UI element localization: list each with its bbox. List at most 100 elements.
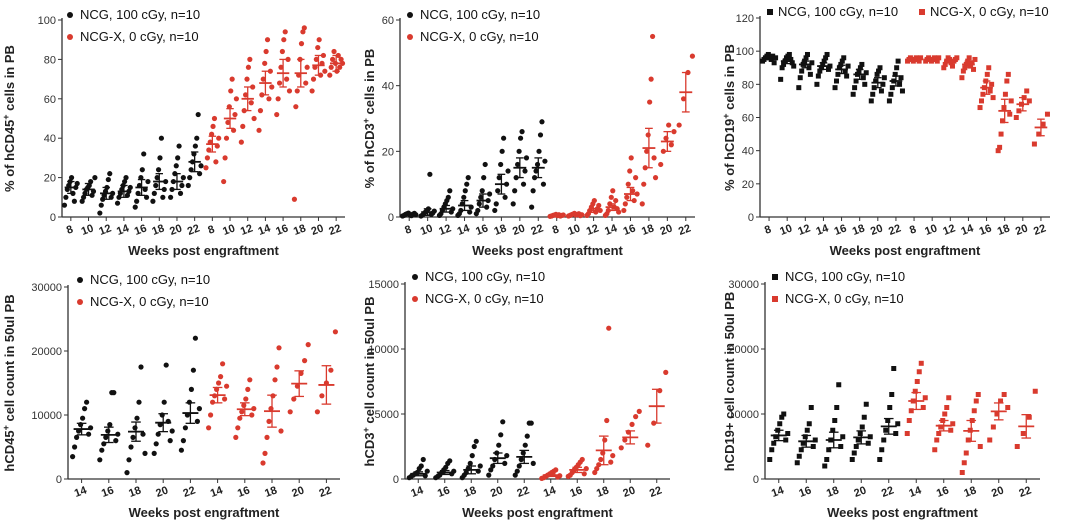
legend-label: NCG-X, 0 cGy, n=10 bbox=[425, 291, 544, 306]
data-point bbox=[223, 135, 230, 141]
data-point bbox=[257, 108, 264, 114]
legend-label: NCG-X, 0 cGy, n=10 bbox=[930, 4, 1049, 19]
data-point bbox=[260, 76, 266, 82]
data-point bbox=[276, 345, 282, 351]
y-axis-title-sup: + bbox=[361, 427, 371, 432]
data-point bbox=[949, 63, 955, 69]
data-point bbox=[206, 425, 212, 431]
data-point bbox=[222, 155, 228, 161]
data-point bbox=[169, 186, 175, 193]
x-tick-label: 18 bbox=[996, 222, 1012, 237]
data-point bbox=[821, 58, 827, 64]
data-point bbox=[161, 186, 167, 193]
data-point bbox=[157, 155, 163, 161]
data-point bbox=[293, 104, 299, 110]
data-point bbox=[274, 364, 280, 370]
data-point bbox=[516, 148, 522, 154]
x-tick-label: 16 bbox=[100, 484, 116, 499]
data-point bbox=[560, 212, 566, 218]
data-point bbox=[798, 447, 804, 453]
x-tick-label: 20 bbox=[154, 484, 170, 499]
data-point bbox=[971, 66, 977, 72]
x-tick-label: 16 bbox=[568, 484, 584, 499]
data-point bbox=[785, 431, 791, 436]
data-point bbox=[820, 61, 826, 67]
data-point bbox=[190, 367, 196, 373]
data-point bbox=[471, 443, 477, 450]
data-point bbox=[475, 207, 481, 214]
y-tick-label: 80 bbox=[742, 79, 754, 91]
data-point bbox=[228, 88, 234, 94]
y-axis-title-main: hCD19+ cell count in 50ul PB bbox=[722, 292, 737, 472]
data-point bbox=[863, 70, 869, 76]
data-point bbox=[891, 366, 897, 371]
data-point bbox=[488, 467, 494, 473]
y-tick-label: 0 bbox=[748, 212, 754, 224]
data-point bbox=[689, 53, 696, 59]
data-point bbox=[842, 68, 848, 74]
chart-hcd45-pct: 0 20 40 60 80 100 8 10 12 14 16 18 20 22 8 10 12 14 16 18 20… bbox=[0, 0, 360, 262]
data-point bbox=[272, 377, 278, 383]
data-point bbox=[807, 71, 813, 77]
data-point bbox=[80, 415, 86, 421]
data-point bbox=[139, 167, 145, 173]
data-point bbox=[663, 369, 669, 375]
data-point bbox=[942, 411, 948, 417]
data-point bbox=[639, 201, 645, 207]
data-point bbox=[322, 68, 328, 74]
data-point bbox=[124, 192, 131, 198]
x-tick-label: 22 bbox=[880, 484, 896, 499]
data-point bbox=[777, 421, 783, 427]
data-point bbox=[105, 176, 111, 183]
x-tick-label: 12 bbox=[97, 222, 113, 237]
data-point bbox=[514, 468, 520, 474]
data-point bbox=[850, 91, 856, 97]
x-tick-label: 8 bbox=[403, 223, 413, 236]
data-point bbox=[645, 442, 651, 448]
data-point bbox=[818, 65, 824, 71]
data-point bbox=[781, 411, 787, 417]
data-point bbox=[517, 135, 524, 141]
data-point bbox=[275, 96, 281, 102]
data-point bbox=[512, 472, 518, 478]
data-point bbox=[486, 472, 492, 478]
data-point bbox=[826, 447, 832, 453]
data-point bbox=[608, 459, 614, 465]
data-point bbox=[242, 92, 249, 98]
data-point bbox=[961, 460, 967, 466]
data-point bbox=[424, 468, 430, 474]
x-tick-label: 22 bbox=[327, 222, 343, 237]
data-point bbox=[812, 437, 818, 443]
data-point bbox=[176, 143, 182, 149]
y-tick-label: 20000 bbox=[31, 346, 62, 358]
data-point bbox=[799, 68, 805, 74]
data-point bbox=[863, 401, 869, 407]
x-tick-label: 22 bbox=[677, 222, 693, 237]
x-axis-title: Weeks post engraftment bbox=[830, 243, 981, 258]
data-point bbox=[196, 406, 202, 412]
legend-label: NCG, 100 cGy, n=10 bbox=[785, 269, 905, 284]
data-point bbox=[204, 155, 210, 161]
data-point bbox=[625, 181, 631, 187]
data-point bbox=[79, 198, 85, 204]
data-point bbox=[180, 438, 186, 444]
data-point bbox=[771, 60, 777, 66]
data-point bbox=[303, 80, 309, 86]
data-point bbox=[977, 444, 983, 449]
x-tick-label: 10 bbox=[419, 222, 435, 237]
data-point bbox=[478, 194, 484, 200]
y-tick-label: 40 bbox=[382, 81, 394, 93]
data-point bbox=[860, 75, 866, 81]
data-point bbox=[809, 60, 815, 66]
data-point bbox=[479, 188, 485, 194]
x-tick-label: 14 bbox=[409, 484, 425, 500]
data-point bbox=[841, 55, 847, 61]
data-point bbox=[648, 76, 654, 82]
data-point bbox=[330, 56, 336, 63]
data-point bbox=[84, 399, 90, 405]
data-point bbox=[222, 396, 228, 402]
data-point bbox=[229, 76, 235, 82]
data-point bbox=[187, 175, 193, 181]
legend-label: NCG, 100 cGy, n=10 bbox=[425, 269, 545, 284]
data-point bbox=[107, 422, 113, 428]
